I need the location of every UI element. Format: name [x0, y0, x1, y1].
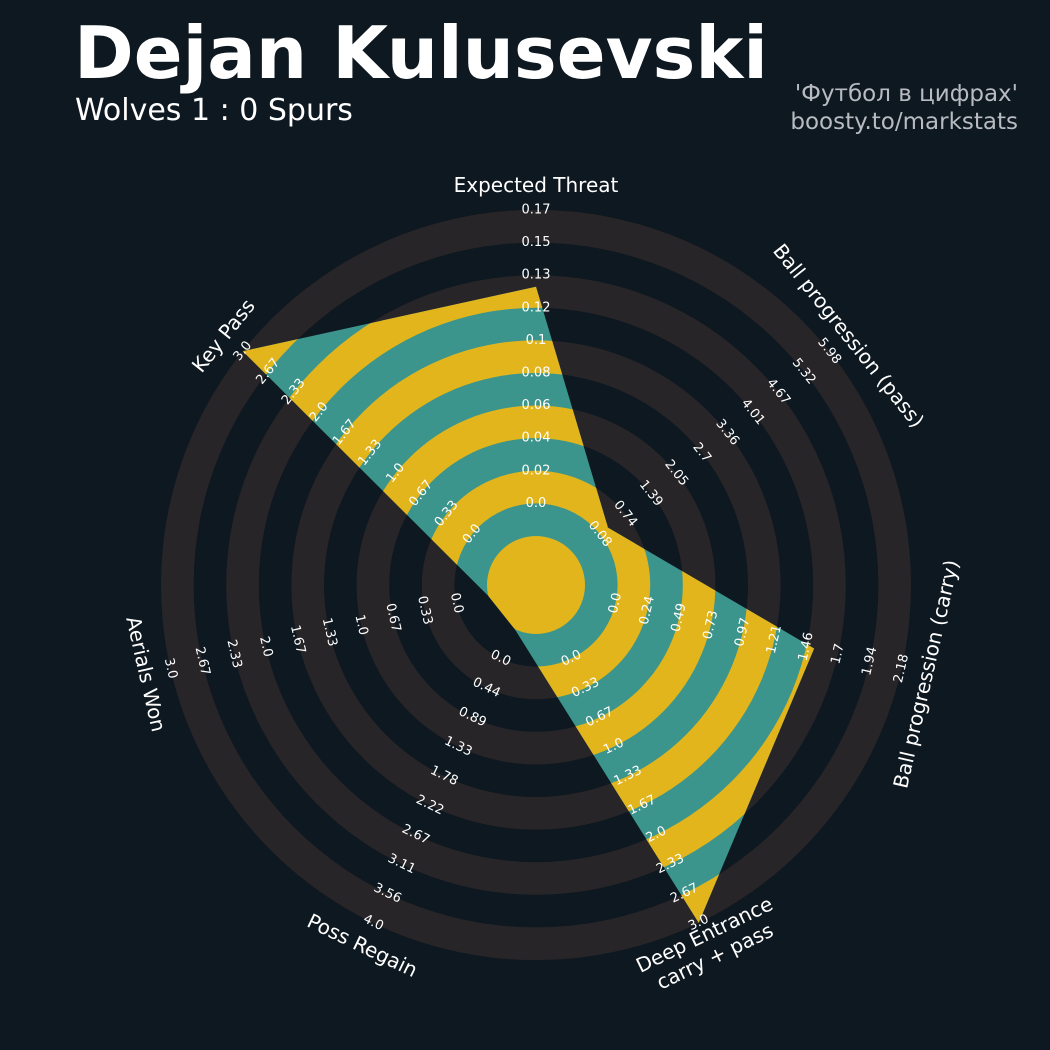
param-label-line: Aerials Won [121, 614, 171, 734]
tick-label: 3.0 [161, 657, 180, 681]
tick-label: 0.0 [526, 496, 547, 511]
tick-label: 2.0 [256, 635, 275, 659]
tick-label: 2.18 [891, 653, 912, 685]
tick-label: 1.67 [287, 624, 308, 656]
tick-label: 1.46 [796, 631, 817, 663]
credit-block: 'Футбол в цифрах' boosty.to/markstats [790, 80, 1018, 136]
tick-label: 1.7 [828, 642, 847, 666]
tick-label: 2.33 [223, 638, 244, 670]
data-point-6 [487, 595, 489, 597]
tick-label: 1.21 [764, 624, 785, 656]
tick-label: 0.1 [526, 333, 547, 348]
tick-label: 0.49 [669, 602, 690, 634]
tick-label: 0.15 [522, 235, 551, 250]
tick-label: 0.97 [732, 616, 753, 648]
tick-label: 0.13 [522, 268, 551, 283]
match-subtitle: Wolves 1 : 0 Spurs [75, 93, 353, 128]
param-label-6: Aerials Won [121, 614, 171, 734]
tick-label: 0.67 [382, 602, 403, 634]
param-label-line: Expected Threat [454, 173, 619, 197]
tick-label: 0.06 [522, 398, 551, 413]
tick-label: 0.04 [522, 431, 551, 446]
tick-labels: 0.0 0.02 0.04 0.06 0.08 0.1 0.12 0.13 0.15 0.17 0.… [161, 203, 912, 935]
credit-line-1: 'Футбол в цифрах' [794, 81, 1018, 107]
tick-label: 0.0 [606, 591, 625, 615]
tick-label: 2.67 [192, 645, 213, 677]
tick-label: 0.12 [522, 300, 551, 315]
tick-label: 0.73 [700, 609, 721, 641]
data-fill-center [487, 536, 585, 634]
tick-label: 0.17 [522, 203, 551, 218]
tick-label: 0.08 [522, 366, 551, 381]
credit-line-2: boosty.to/markstats [790, 109, 1018, 135]
tick-label: 1.33 [319, 616, 340, 648]
param-label-1: Expected Threat [454, 173, 619, 197]
tick-label: 0.24 [637, 595, 658, 627]
tick-label: 0.0 [447, 591, 466, 615]
tick-label: 0.33 [414, 595, 435, 627]
data-point-5 [514, 628, 516, 630]
tick-label: 0.02 [522, 463, 551, 478]
tick-label: 1.94 [859, 645, 880, 677]
page-title: Dejan Kulusevski [74, 11, 768, 95]
tick-label: 1.0 [351, 613, 370, 637]
